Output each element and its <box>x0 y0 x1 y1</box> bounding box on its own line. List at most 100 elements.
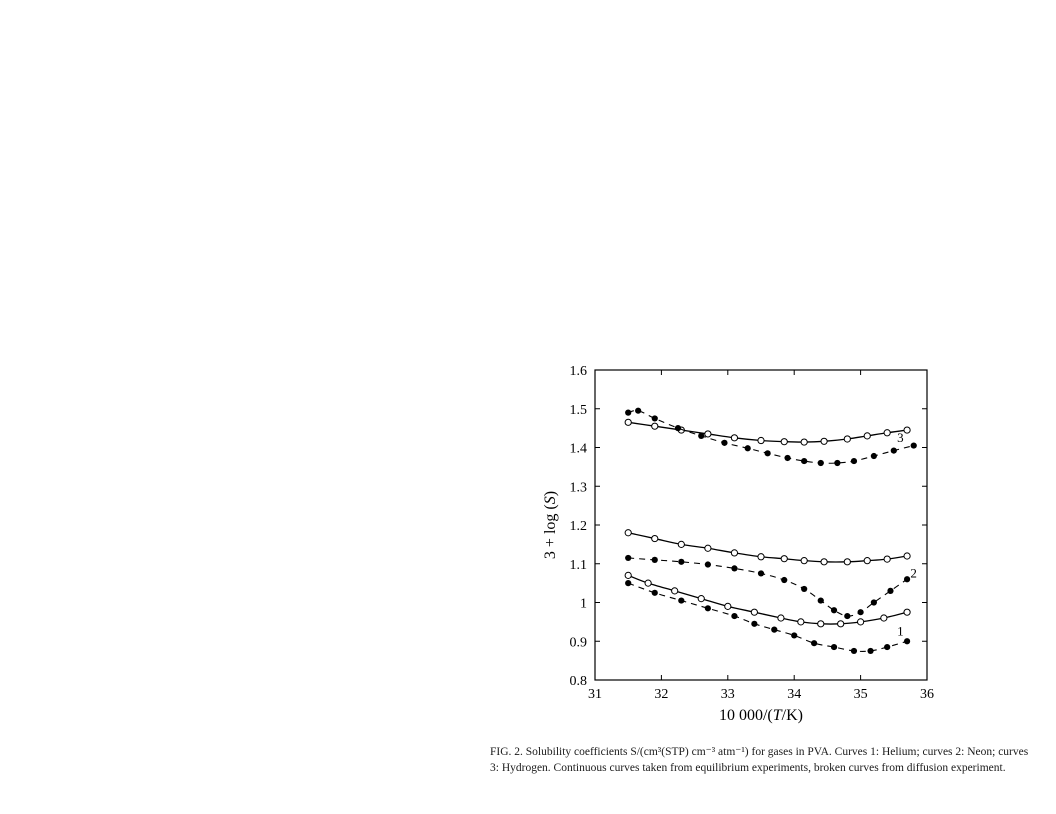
marker-3-dash <box>675 425 681 431</box>
marker-1-dash <box>867 648 873 654</box>
marker-1-dash <box>705 605 711 611</box>
marker-1-solid <box>725 603 731 609</box>
caption-body: Solubility coefficients S/(cm³(STP) cm⁻³… <box>490 746 1028 774</box>
marker-1-solid <box>838 621 844 627</box>
marker-1-solid <box>904 609 910 615</box>
svg-text:1.1: 1.1 <box>570 558 588 573</box>
marker-2-dash <box>871 599 877 605</box>
svg-text:1.6: 1.6 <box>570 364 588 379</box>
marker-2-solid <box>864 558 870 564</box>
marker-2-solid <box>652 535 658 541</box>
marker-2-solid <box>781 556 787 562</box>
marker-2-dash <box>904 576 910 582</box>
marker-1-solid <box>698 596 704 602</box>
svg-text:1.5: 1.5 <box>570 403 588 418</box>
marker-1-dash <box>678 597 684 603</box>
marker-2-solid <box>904 553 910 559</box>
marker-3-solid <box>652 423 658 429</box>
marker-2-dash <box>887 588 893 594</box>
marker-3-dash <box>745 445 751 451</box>
series-1-dash <box>628 583 907 651</box>
marker-1-solid <box>881 615 887 621</box>
marker-3-solid <box>821 438 827 444</box>
marker-1-dash <box>771 627 777 633</box>
marker-1-dash <box>652 590 658 596</box>
marker-2-dash <box>678 559 684 565</box>
marker-2-solid <box>705 545 711 551</box>
marker-3-solid <box>625 419 631 425</box>
y-axis-label: 3 + log (S) <box>542 491 559 559</box>
marker-2-solid <box>625 530 631 536</box>
marker-1-solid <box>672 588 678 594</box>
marker-3-solid <box>705 431 711 437</box>
series-2-solid <box>628 533 907 562</box>
marker-3-dash <box>625 410 631 416</box>
marker-1-dash <box>625 580 631 586</box>
marker-3-solid <box>731 435 737 441</box>
marker-1-solid <box>798 619 804 625</box>
marker-3-solid <box>864 433 870 439</box>
marker-2-dash <box>858 609 864 615</box>
svg-text:35: 35 <box>854 687 868 702</box>
curve-label-2: 2 <box>910 565 917 580</box>
marker-1-solid <box>858 619 864 625</box>
marker-2-dash <box>625 555 631 561</box>
marker-2-solid <box>758 554 764 560</box>
marker-3-dash <box>721 440 727 446</box>
marker-3-dash <box>834 460 840 466</box>
svg-text:31: 31 <box>588 687 602 702</box>
svg-text:0.8: 0.8 <box>570 674 588 689</box>
marker-3-dash <box>891 448 897 454</box>
marker-1-dash <box>851 648 857 654</box>
curve-label-1: 1 <box>897 624 904 639</box>
marker-1-solid <box>625 572 631 578</box>
svg-text:36: 36 <box>920 687 934 702</box>
marker-3-dash <box>911 442 917 448</box>
marker-3-dash <box>652 415 658 421</box>
marker-2-solid <box>844 559 850 565</box>
series-1-solid <box>628 575 907 624</box>
marker-1-solid <box>751 609 757 615</box>
svg-text:1.4: 1.4 <box>570 442 588 457</box>
marker-3-dash <box>818 460 824 466</box>
marker-1-dash <box>904 638 910 644</box>
marker-3-dash <box>871 453 877 459</box>
series-2-dash <box>628 558 907 616</box>
marker-3-dash <box>635 408 641 414</box>
svg-text:1: 1 <box>580 597 587 612</box>
svg-text:0.9: 0.9 <box>570 635 588 650</box>
marker-3-dash <box>851 458 857 464</box>
marker-3-solid <box>844 436 850 442</box>
svg-text:34: 34 <box>787 687 801 702</box>
svg-text:32: 32 <box>654 687 668 702</box>
marker-1-solid <box>645 580 651 586</box>
solubility-chart: 3132333435360.80.911.11.21.31.41.51.610 … <box>537 360 937 728</box>
marker-3-solid <box>904 427 910 433</box>
marker-1-dash <box>751 621 757 627</box>
marker-3-solid <box>758 437 764 443</box>
marker-3-dash <box>784 455 790 461</box>
marker-2-dash <box>781 577 787 583</box>
marker-1-dash <box>831 644 837 650</box>
marker-3-dash <box>698 433 704 439</box>
marker-1-dash <box>811 640 817 646</box>
marker-1-solid <box>778 615 784 621</box>
figure-caption: FIG. 2. Solubility coefficients S/(cm³(S… <box>490 745 1030 776</box>
marker-2-solid <box>821 559 827 565</box>
marker-3-solid <box>801 439 807 445</box>
marker-2-dash <box>652 557 658 563</box>
marker-2-dash <box>844 613 850 619</box>
caption-lead: FIG. 2. <box>490 746 523 758</box>
chart-svg: 3132333435360.80.911.11.21.31.41.51.610 … <box>537 360 937 728</box>
marker-2-solid <box>884 556 890 562</box>
marker-3-dash <box>765 450 771 456</box>
svg-text:33: 33 <box>721 687 735 702</box>
marker-2-dash <box>818 597 824 603</box>
svg-text:1.2: 1.2 <box>570 519 588 534</box>
marker-1-solid <box>818 621 824 627</box>
marker-1-dash <box>731 613 737 619</box>
marker-2-dash <box>801 586 807 592</box>
marker-3-dash <box>801 458 807 464</box>
marker-3-solid <box>781 439 787 445</box>
marker-2-dash <box>731 565 737 571</box>
